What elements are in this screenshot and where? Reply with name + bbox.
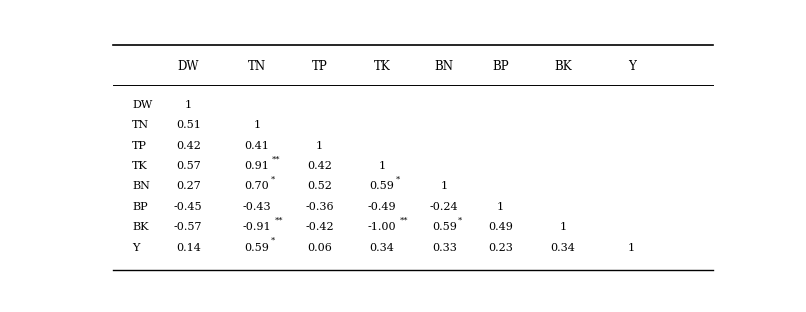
Text: -0.42: -0.42 [305, 222, 334, 232]
Text: **: ** [272, 155, 280, 163]
Text: DW: DW [177, 60, 199, 73]
Text: TP: TP [132, 140, 147, 151]
Text: -0.57: -0.57 [174, 222, 202, 232]
Text: 0.34: 0.34 [550, 243, 575, 253]
Text: BN: BN [132, 181, 150, 191]
Text: -0.24: -0.24 [430, 202, 459, 212]
Text: 0.59: 0.59 [369, 181, 394, 191]
Text: BK: BK [555, 60, 571, 73]
Text: 1: 1 [316, 140, 323, 151]
Text: 0.52: 0.52 [307, 181, 332, 191]
Text: 1: 1 [185, 100, 192, 110]
Text: 0.41: 0.41 [244, 140, 269, 151]
Text: TN: TN [248, 60, 266, 73]
Text: -1.00: -1.00 [368, 222, 397, 232]
Text: 0.23: 0.23 [488, 243, 513, 253]
Text: 0.51: 0.51 [176, 120, 201, 130]
Text: 0.59: 0.59 [432, 222, 457, 232]
Text: Y: Y [628, 60, 636, 73]
Text: 0.57: 0.57 [176, 161, 201, 171]
Text: 1: 1 [441, 181, 448, 191]
Text: **: ** [399, 217, 408, 225]
Text: TN: TN [132, 120, 149, 130]
Text: -0.36: -0.36 [305, 202, 334, 212]
Text: 0.14: 0.14 [176, 243, 201, 253]
Text: 1: 1 [628, 243, 635, 253]
Text: *: * [271, 237, 275, 245]
Text: 0.42: 0.42 [307, 161, 332, 171]
Text: 0.34: 0.34 [369, 243, 394, 253]
Text: *: * [396, 176, 400, 184]
Text: 0.06: 0.06 [307, 243, 332, 253]
Text: *: * [458, 217, 463, 225]
Text: 0.42: 0.42 [176, 140, 201, 151]
Text: 0.70: 0.70 [244, 181, 269, 191]
Text: -0.49: -0.49 [368, 202, 397, 212]
Text: Y: Y [132, 243, 139, 253]
Text: 1: 1 [559, 222, 567, 232]
Text: 0.33: 0.33 [432, 243, 457, 253]
Text: -0.45: -0.45 [174, 202, 202, 212]
Text: 0.27: 0.27 [176, 181, 201, 191]
Text: TK: TK [373, 60, 390, 73]
Text: BN: BN [434, 60, 454, 73]
Text: 0.59: 0.59 [244, 243, 269, 253]
Text: 1: 1 [378, 161, 385, 171]
Text: BK: BK [132, 222, 148, 232]
Text: -0.43: -0.43 [243, 202, 272, 212]
Text: **: ** [274, 217, 283, 225]
Text: 0.49: 0.49 [488, 222, 513, 232]
Text: *: * [271, 176, 275, 184]
Text: 1: 1 [497, 202, 504, 212]
Text: 0.91: 0.91 [244, 161, 269, 171]
Text: DW: DW [132, 100, 152, 110]
Text: TK: TK [132, 161, 147, 171]
Text: 1: 1 [253, 120, 260, 130]
Text: BP: BP [132, 202, 147, 212]
Text: -0.91: -0.91 [243, 222, 272, 232]
Text: BP: BP [492, 60, 509, 73]
Text: TP: TP [311, 60, 327, 73]
